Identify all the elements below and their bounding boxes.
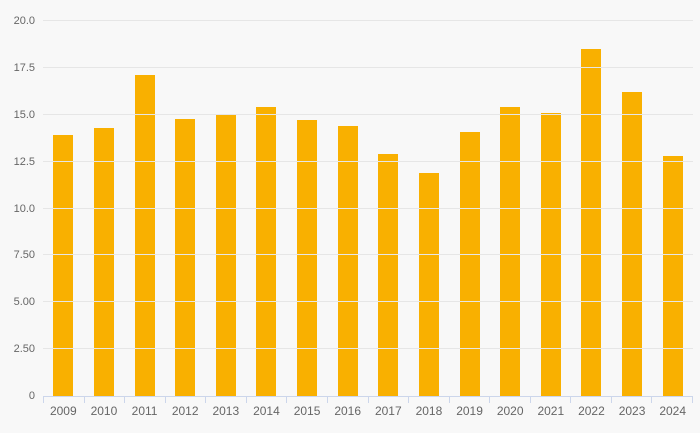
x-axis-label: 2022 <box>578 404 605 418</box>
x-axis-tick <box>164 397 206 403</box>
gridline <box>43 207 693 209</box>
bar-2020[interactable] <box>500 107 521 396</box>
y-axis-tick-label: 20.0 <box>13 15 35 27</box>
x-axis-labels: 2009 2010 2011 2012 2013 2014 2015 2016 2017 2018… <box>43 404 693 418</box>
bar-slot-2019 <box>449 21 490 396</box>
bar-slot-2016 <box>327 21 368 396</box>
bar-slot-2010 <box>84 21 125 396</box>
bar-2012[interactable] <box>175 118 196 396</box>
bar-slot-2023 <box>612 21 653 396</box>
bar-slot-2017 <box>368 21 409 396</box>
x-axis-tick <box>83 397 125 403</box>
x-axis-tick <box>489 397 530 403</box>
bar-slot-2009 <box>43 21 84 396</box>
x-axis-tick <box>367 397 409 403</box>
bar-slot-2022 <box>571 21 612 396</box>
bar-2009[interactable] <box>53 135 74 396</box>
x-axis-label: 2024 <box>659 404 687 418</box>
y-axis: 20.0 17.5 15.0 12.5 10.0 7.50 5.00 2.50 0 <box>0 15 35 402</box>
bar-2011[interactable] <box>134 75 155 396</box>
bar-slot-2018 <box>409 21 450 396</box>
bar-slot-2014 <box>246 21 287 396</box>
x-axis-ticks <box>43 397 693 403</box>
x-axis-tick <box>408 397 449 403</box>
y-axis-tick-label: 5.00 <box>13 296 35 309</box>
x-axis-tick <box>529 397 571 403</box>
bar-2014[interactable] <box>256 107 277 396</box>
x-axis-tick <box>651 397 693 403</box>
x-axis-tick <box>124 397 165 403</box>
bar-2022[interactable] <box>581 49 602 396</box>
x-axis-label: 2010 <box>90 404 118 418</box>
x-axis-tick <box>326 397 368 403</box>
bar-2019[interactable] <box>459 131 480 396</box>
x-axis-tick <box>448 397 490 403</box>
bar-series <box>43 21 693 396</box>
x-axis-tick <box>43 397 84 403</box>
x-axis-tick <box>610 397 652 403</box>
x-axis-label: 2023 <box>618 404 646 418</box>
bar-slot-2021 <box>531 21 572 396</box>
bar-slot-2024 <box>652 21 693 396</box>
y-axis-tick-label: 17.5 <box>13 61 35 74</box>
bar-2017[interactable] <box>378 154 399 396</box>
bar-2015[interactable] <box>297 120 318 396</box>
bar-2013[interactable] <box>215 114 236 396</box>
x-axis-label: 2012 <box>171 404 199 418</box>
bar-2023[interactable] <box>622 92 643 396</box>
gridline <box>43 348 693 350</box>
x-axis-label: 2019 <box>456 404 483 418</box>
gridline <box>43 160 693 162</box>
bar-slot-2020 <box>490 21 531 396</box>
bar-slot-2011 <box>124 21 165 396</box>
x-axis-tick <box>570 397 611 403</box>
y-axis-tick-label: 2.50 <box>13 343 35 356</box>
y-axis-tick-label: 15.0 <box>13 108 35 121</box>
x-axis-tick <box>205 397 246 403</box>
y-axis-tick-label: 0 <box>28 390 35 402</box>
x-axis-label: 2014 <box>253 404 280 418</box>
gridline <box>43 20 693 21</box>
x-axis-label: 2021 <box>537 404 565 418</box>
plot-area <box>43 20 693 397</box>
y-axis-tick-label: 7.50 <box>13 249 35 262</box>
x-axis-label: 2013 <box>212 404 240 418</box>
x-axis-label: 2011 <box>131 404 158 418</box>
gridline <box>43 254 693 256</box>
gridline <box>43 66 693 68</box>
bar-2018[interactable] <box>418 172 439 396</box>
bar-slot-2015 <box>287 21 328 396</box>
bar-2016[interactable] <box>337 126 358 396</box>
x-axis-label: 2017 <box>374 404 402 418</box>
bar-slot-2013 <box>206 21 247 396</box>
gridline <box>43 113 693 115</box>
y-axis-tick-label: 12.5 <box>13 155 35 168</box>
gridline <box>43 301 693 303</box>
x-axis-label: 2009 <box>49 404 77 418</box>
x-axis-label: 2018 <box>415 404 443 418</box>
bar-2024[interactable] <box>662 156 683 396</box>
x-axis-tick <box>245 397 287 403</box>
x-axis-label: 2016 <box>334 404 362 418</box>
x-axis-label: 2020 <box>496 404 524 418</box>
bar-slot-2012 <box>165 21 206 396</box>
x-axis-label: 2015 <box>293 404 321 418</box>
y-axis-tick-label: 10.0 <box>13 202 35 215</box>
x-axis-tick <box>286 397 327 403</box>
bar-2010[interactable] <box>93 127 114 396</box>
